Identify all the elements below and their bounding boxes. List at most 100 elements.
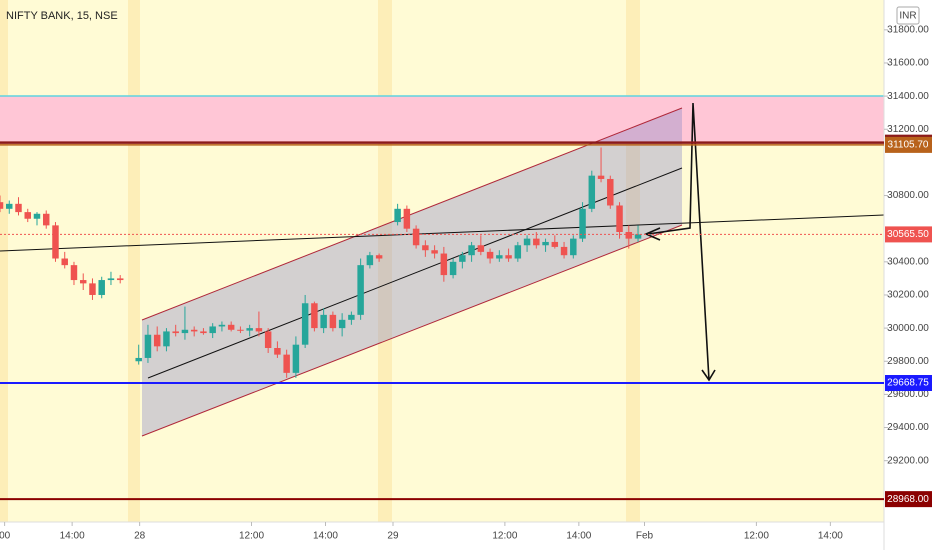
- y-tick-label: 30200.00: [887, 290, 929, 301]
- price-label: 31105.70: [888, 140, 929, 151]
- candle-body: [33, 213, 41, 219]
- candle-body: [52, 225, 59, 259]
- candle-body: [283, 354, 290, 373]
- candle-body: [625, 232, 633, 239]
- candle-body: [366, 255, 374, 266]
- price-label-box: [885, 491, 932, 508]
- currency: INR: [899, 11, 916, 22]
- candle-body: [357, 265, 364, 315]
- candle-body: [98, 280, 105, 295]
- y-tick-label: 29800.00: [887, 356, 929, 367]
- candle-body: [79, 280, 87, 284]
- y-tick-label: 30800.00: [887, 190, 929, 201]
- candle-body: [89, 283, 96, 295]
- chart-title: NIFTY BANK, 15, NSE: [6, 10, 118, 22]
- candle-body: [320, 314, 327, 329]
- y-tick-label: 29400.00: [887, 422, 929, 433]
- candle-body: [338, 319, 346, 329]
- price-label: 28968.00: [887, 494, 929, 505]
- candle-body: [449, 261, 457, 276]
- y-tick-label: 31200.00: [887, 124, 929, 135]
- candle-body: [301, 303, 309, 345]
- candle-body: [255, 328, 263, 332]
- candle-body: [274, 348, 281, 355]
- candle-body: [200, 331, 207, 334]
- x-tick-label: 29: [387, 531, 399, 542]
- y-tick-label: 31400.00: [887, 91, 929, 102]
- candle-body: [264, 331, 272, 348]
- candle-body: [163, 331, 170, 347]
- candle-body: [61, 258, 68, 266]
- price-label-box: [885, 136, 932, 153]
- candle-body: [560, 246, 568, 256]
- candle-body: [616, 205, 623, 232]
- candle-body: [135, 357, 142, 362]
- candle-body: [6, 203, 13, 209]
- candle-body: [227, 324, 235, 330]
- y-tick-label: 29200.00: [887, 455, 929, 466]
- candle-body: [422, 245, 429, 251]
- price-label-box: [885, 226, 932, 243]
- candle-body: [431, 250, 438, 254]
- candle-body: [412, 228, 420, 246]
- resistance-zone: [0, 96, 884, 143]
- candle-body: [533, 238, 540, 246]
- candle-body: [107, 278, 115, 281]
- candle-body: [116, 278, 124, 281]
- candle-body: [597, 175, 605, 179]
- price-label: 30565.50: [887, 229, 929, 240]
- candle-body: [292, 344, 300, 373]
- candle-body: [523, 238, 531, 246]
- candle-body: [570, 238, 577, 256]
- candle-body: [514, 245, 522, 259]
- x-tick-label: 14:00: [60, 531, 85, 542]
- candle-body: [42, 213, 50, 226]
- trend-line: [0, 214, 885, 252]
- candle-body: [579, 208, 586, 239]
- candle-body: [181, 329, 189, 334]
- candle-body: [70, 265, 78, 281]
- candle-body: [153, 334, 161, 347]
- candle-body: [329, 314, 337, 329]
- y-tick-label: 29600.00: [887, 389, 929, 400]
- candle-body: [505, 255, 512, 259]
- x-tick-label: 14:00: [313, 531, 338, 542]
- y-tick-label: 31600.00: [887, 58, 929, 69]
- price-label: 29668.75: [887, 378, 929, 389]
- price-label-box: [885, 375, 932, 392]
- candle-body: [394, 208, 401, 223]
- candle-body: [24, 212, 31, 219]
- candle-body: [190, 329, 198, 332]
- candle-body: [0, 202, 4, 209]
- session-band: [0, 0, 8, 522]
- candle-body: [607, 178, 614, 206]
- session-band: [626, 0, 640, 522]
- y-tick-label: 30000.00: [887, 323, 929, 334]
- arrow-head: [701, 369, 716, 382]
- x-tick-label: Feb: [636, 531, 654, 542]
- session-band: [128, 0, 140, 522]
- candle-body: [218, 324, 226, 327]
- x-tick-label: 28: [134, 531, 146, 542]
- candles: [0, 147, 642, 378]
- y-tick-label: 30400.00: [887, 256, 929, 267]
- candle-body: [209, 326, 216, 334]
- candle-body: [542, 241, 549, 246]
- candle-body: [551, 241, 559, 247]
- channel-bottom: [141, 224, 683, 437]
- candle-body: [237, 329, 244, 331]
- candle-body: [144, 334, 152, 358]
- x-tick-label: 14:00: [566, 531, 591, 542]
- candle-body: [15, 203, 22, 213]
- candle-body: [375, 255, 383, 259]
- candle-body: [634, 234, 642, 239]
- candle-body: [477, 245, 485, 252]
- candle-body: [459, 255, 466, 262]
- projection-arrow: [647, 102, 710, 381]
- candle-body: [172, 331, 179, 334]
- candle-body: [403, 208, 411, 229]
- candle-body: [468, 245, 475, 256]
- x-tick-label: 12:00: [744, 531, 769, 542]
- candle-body: [496, 255, 503, 259]
